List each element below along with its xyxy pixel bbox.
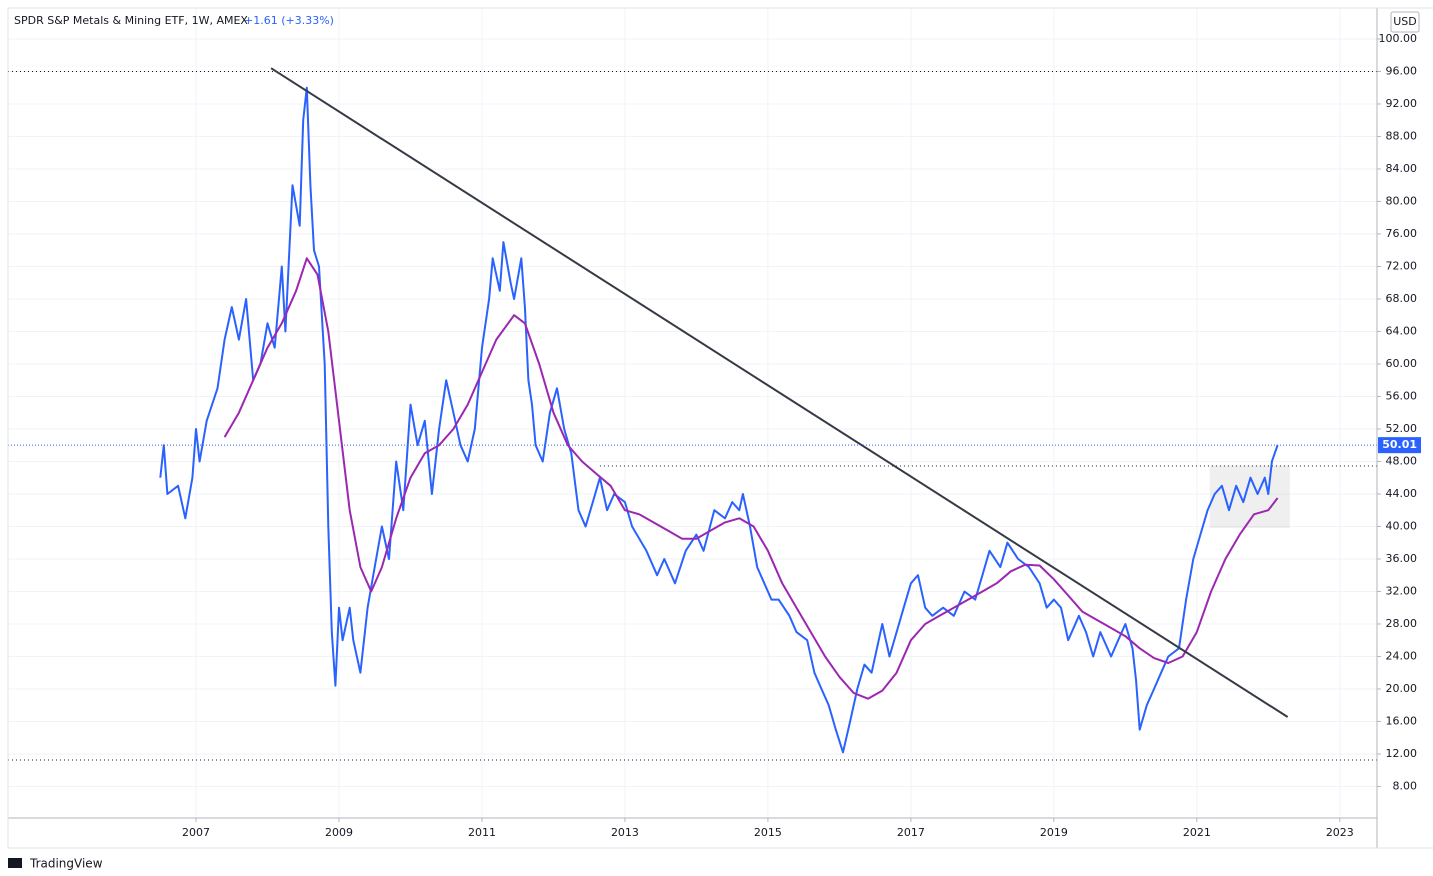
- logo: [8, 858, 22, 868]
- last-price-badge: [1378, 437, 1421, 454]
- trend-line: [270, 67, 1289, 718]
- y-tick-label: 52.00: [1386, 422, 1418, 435]
- x-tick-label: 2015: [754, 826, 782, 839]
- y-tick-label: 60.00: [1386, 357, 1418, 370]
- x-tick-label: 2017: [897, 826, 925, 839]
- x-tick-label: 2013: [611, 826, 639, 839]
- y-tick-label: 80.00: [1386, 194, 1418, 207]
- price-line: [223, 257, 1279, 700]
- branding: TradingView: [29, 857, 103, 871]
- currency-label: USD: [1393, 15, 1417, 28]
- y-tick-label: 84.00: [1386, 162, 1418, 175]
- x-tick-label: 2009: [325, 826, 353, 839]
- y-tick-label: 72.00: [1386, 259, 1418, 272]
- range-box: [1209, 465, 1290, 529]
- y-tick-label: 48.00: [1386, 454, 1418, 467]
- y-tick-label: 8.00: [1393, 779, 1418, 792]
- y-tick-label: 32.00: [1386, 584, 1418, 597]
- logo-mark: [8, 858, 22, 868]
- y-tick-label: 44.00: [1386, 487, 1418, 500]
- x-tick-label: 2023: [1326, 826, 1354, 839]
- y-tick-label: 76.00: [1386, 227, 1418, 240]
- x-tick-label: 2007: [182, 826, 210, 839]
- plot: [8, 67, 1377, 761]
- x-tick-label: 2021: [1183, 826, 1211, 839]
- y-tick-label: 88.00: [1386, 129, 1418, 142]
- y-tick-label: 68.00: [1386, 292, 1418, 305]
- y-tick-label: 92.00: [1386, 97, 1418, 110]
- chart-title: SPDR S&P Metals & Mining ETF, 1W, AMEX: [14, 14, 248, 27]
- price-line: [159, 86, 1279, 754]
- y-tick-label: 64.00: [1386, 324, 1418, 337]
- y-tick-label: 20.00: [1386, 682, 1418, 695]
- price-change: +1.61 (+3.33%): [244, 14, 334, 27]
- y-tick-label: 24.00: [1386, 649, 1418, 662]
- last-price-label: 50.01: [1382, 438, 1417, 451]
- y-tick-label: 16.00: [1386, 714, 1418, 727]
- y-tick-label: 28.00: [1386, 617, 1418, 630]
- y-tick-label: 96.00: [1386, 64, 1418, 77]
- y-tick-label: 56.00: [1386, 389, 1418, 402]
- y-tick-label: 40.00: [1386, 519, 1418, 532]
- y-tick-label: 12.00: [1386, 747, 1418, 760]
- y-tick-label: 36.00: [1386, 552, 1418, 565]
- currency-button[interactable]: [1390, 11, 1420, 33]
- x-tick-label: 2011: [468, 826, 496, 839]
- x-tick-label: 2019: [1040, 826, 1068, 839]
- y-tick-label: 100.00: [1379, 32, 1418, 45]
